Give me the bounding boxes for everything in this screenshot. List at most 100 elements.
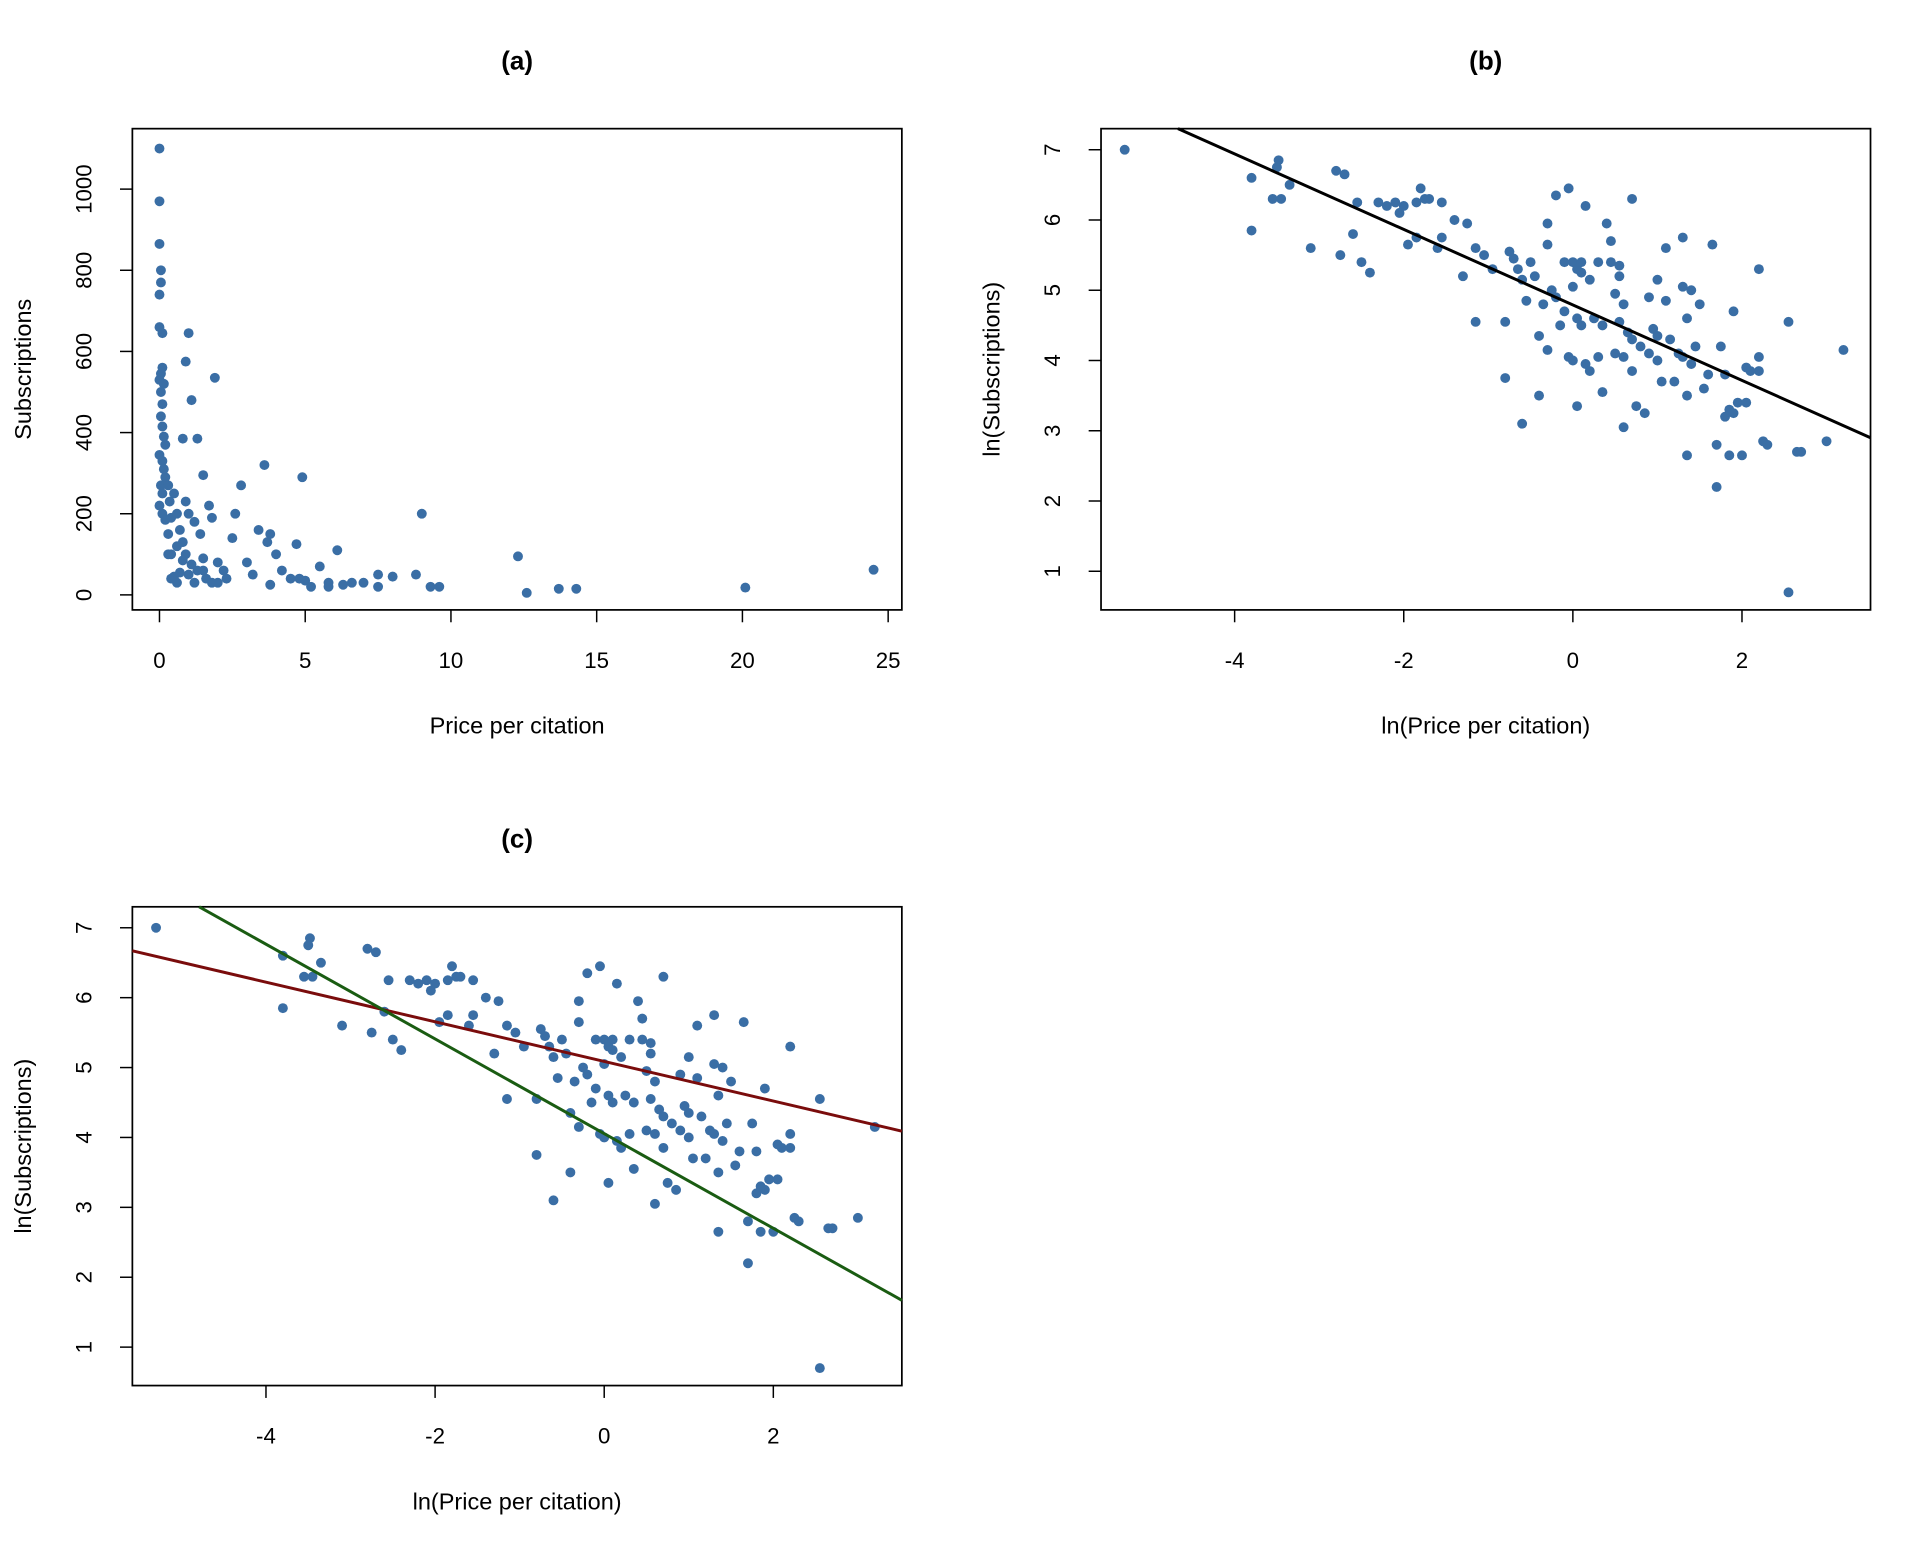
scatter-point [262, 537, 273, 548]
scatter-point [590, 1034, 601, 1045]
scatter-point [265, 529, 276, 539]
scatter-point [662, 1177, 673, 1188]
scatter-point [1660, 243, 1671, 254]
scatter-point [297, 472, 308, 483]
scatter-point [373, 569, 384, 580]
scatter-point [793, 1216, 804, 1227]
scatter-point [571, 583, 582, 594]
scatter-point [1762, 439, 1773, 450]
scatter-point [183, 508, 194, 519]
x-tick-label: 2 [1736, 648, 1748, 673]
scatter-point [1728, 306, 1739, 317]
scatter-point [1373, 197, 1384, 208]
scatter-point [1246, 172, 1257, 183]
scatter-point [1567, 281, 1578, 292]
scatter-point [743, 1258, 753, 1269]
scatter-point [157, 362, 168, 373]
scatter-point [1551, 190, 1561, 201]
scatter-point [633, 996, 643, 1007]
scatter-point [1656, 376, 1667, 387]
scatter-point [573, 1017, 584, 1028]
scatter-point [548, 1052, 559, 1063]
scatter-point [709, 1129, 720, 1139]
scatter-point [734, 1146, 745, 1157]
scatter-point [717, 1135, 728, 1146]
y-tick-label: 7 [1040, 144, 1065, 156]
scatter-point [1618, 422, 1629, 433]
scatter-point [177, 555, 188, 566]
scatter-point [740, 582, 751, 593]
scatter-point [1745, 366, 1756, 376]
scatter-point [489, 1048, 500, 1059]
scatter-point [624, 1129, 635, 1139]
scatter-point [1390, 197, 1401, 208]
panel: (b) ln(Price per citation) ln(Subscription… [979, 45, 1872, 739]
scatter-point [645, 1094, 656, 1104]
scatter-point [755, 1226, 766, 1237]
x-tick-label: 25 [876, 648, 901, 673]
y-axis-label: Subscriptions [10, 299, 36, 440]
scatter-point [1424, 193, 1435, 204]
scatter-point [1403, 239, 1413, 250]
scatter-point [1753, 352, 1764, 362]
scatter-point [163, 549, 174, 560]
scatter-point [747, 1118, 758, 1129]
scatter-point [455, 971, 466, 982]
scatter-point [174, 567, 185, 578]
scatter-point [1601, 218, 1612, 229]
scatter-point [1618, 352, 1629, 362]
scatter-point [1597, 320, 1608, 331]
scatter-point [683, 1108, 694, 1118]
x-tick-label: -2 [1394, 648, 1414, 673]
scatter-point [468, 1010, 479, 1021]
y-tick-label: 6 [72, 991, 97, 1003]
scatter-point [157, 488, 168, 499]
scatter-point [468, 975, 479, 986]
scatter-point [521, 587, 532, 598]
scatter-point [1605, 236, 1616, 247]
scatter-point [1436, 197, 1447, 208]
y-tick-label: 6 [1040, 214, 1065, 226]
scatter-point [1273, 155, 1284, 166]
scatter-point [1512, 264, 1523, 275]
scatter-point [154, 196, 165, 207]
scatter-point [1644, 348, 1654, 359]
x-tick-label: 0 [153, 648, 165, 673]
scatter-point [387, 571, 398, 582]
scatter-point [1534, 390, 1544, 401]
panel: (a) Price per citation Subscriptions 0 5 10 15… [10, 45, 903, 739]
y-tick-label: 2 [1040, 495, 1065, 507]
scatter-point [713, 1226, 724, 1237]
scatter-point [658, 971, 669, 982]
scatter-point [1339, 169, 1350, 180]
scatter-point [154, 289, 165, 300]
scatter-point [1732, 397, 1743, 408]
scatter-point [480, 992, 491, 1003]
y-tick-label: 200 [72, 495, 97, 532]
scatter-point [172, 508, 182, 519]
scatter-point [759, 1083, 770, 1094]
x-tick-label: -4 [256, 1424, 276, 1449]
scatter-point [1462, 218, 1473, 229]
scatter-point [1737, 450, 1747, 461]
scatter-point [1652, 355, 1663, 366]
y-tick-label: 1 [1040, 565, 1065, 577]
scatter-point [1580, 200, 1591, 211]
scatter-point [163, 480, 174, 491]
scatter-point [814, 1094, 825, 1104]
scatter-point [442, 975, 453, 986]
scatter-point [195, 529, 206, 539]
y-tick-label: 4 [1040, 354, 1065, 366]
scatter-point [493, 996, 504, 1007]
scatter-point [1614, 260, 1625, 271]
scatter-point [1753, 366, 1764, 376]
scatter-point [1698, 383, 1709, 394]
scatter-point [294, 573, 305, 584]
scatter-point [154, 500, 165, 511]
scatter-point [700, 1153, 711, 1164]
scatter-point [157, 399, 168, 410]
scatter-point [1436, 232, 1447, 243]
scatter-point [645, 1048, 656, 1059]
x-axis-label: ln(Price per citation) [1381, 713, 1590, 739]
x-tick-label: 10 [439, 648, 464, 673]
